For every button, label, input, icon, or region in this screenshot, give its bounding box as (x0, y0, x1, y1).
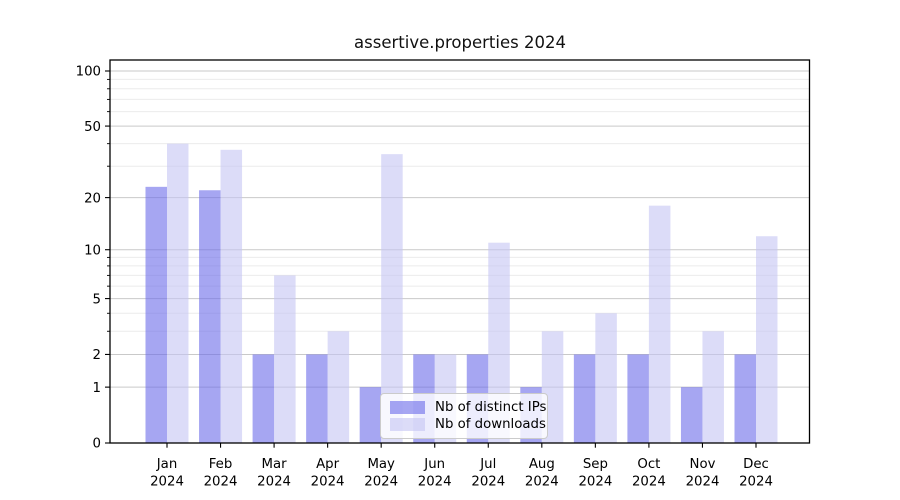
chart-title: assertive.properties 2024 (354, 33, 566, 52)
x-tick-label: Nov 2024 (686, 457, 720, 489)
y-tick-label: 2 (93, 348, 101, 363)
bar-downloads (327, 331, 350, 443)
y-tick-label: 20 (84, 191, 101, 206)
distinct-ips-swatch-icon (390, 400, 425, 414)
bar-downloads (756, 236, 778, 443)
y-tick-label: 0 (93, 437, 101, 452)
bar-distinct-ips (199, 190, 221, 443)
legend-label: Nb of distinct IPs (435, 399, 547, 415)
bar-downloads (702, 331, 724, 443)
bar-downloads (220, 149, 243, 444)
x-tick-label: Sep 2024 (578, 457, 612, 489)
legend-label: Nb of downloads (435, 416, 546, 432)
bar-downloads (488, 242, 510, 443)
legend: Nb of distinct IPs Nb of downloads (380, 393, 548, 439)
bar-distinct-ips (627, 354, 649, 443)
y-tick-label: 50 (84, 120, 101, 135)
y-tick-label: 10 (84, 243, 101, 258)
x-tick-label: Jun 2024 (418, 457, 452, 489)
x-tick-label: May 2024 (364, 457, 398, 489)
bar-distinct-ips (573, 354, 596, 443)
bar-downloads (167, 143, 189, 444)
bar-distinct-ips (306, 354, 328, 443)
bar-distinct-ips (252, 354, 275, 443)
bar-downloads (274, 275, 296, 443)
bar-distinct-ips (359, 387, 382, 443)
x-tick-label: Aug 2024 (525, 457, 559, 489)
x-tick-label: Oct 2024 (632, 457, 666, 489)
x-tick-label: Feb 2024 (204, 457, 238, 489)
x-tick-label: Dec 2024 (739, 457, 773, 489)
x-tick-label: Jan 2024 (150, 457, 184, 489)
axes-frame (109, 59, 811, 444)
bar-distinct-ips (734, 354, 756, 443)
bar-downloads (595, 313, 617, 443)
downloads-swatch-icon (390, 418, 425, 432)
legend-item-downloads: Nb of downloads (390, 418, 546, 432)
y-tick-label: 100 (76, 65, 101, 80)
bar-distinct-ips (680, 387, 703, 443)
bar-downloads (381, 154, 403, 443)
x-tick-label: Mar 2024 (257, 457, 291, 489)
bar-downloads (648, 205, 671, 443)
x-tick-label: Jul 2024 (471, 457, 505, 489)
legend-item-distinct-ips: Nb of distinct IPs (390, 400, 546, 414)
y-tick-label: 1 (93, 381, 101, 396)
x-tick-label: Apr 2024 (311, 457, 345, 489)
y-tick-label: 5 (93, 292, 101, 307)
bar-distinct-ips (145, 186, 167, 443)
